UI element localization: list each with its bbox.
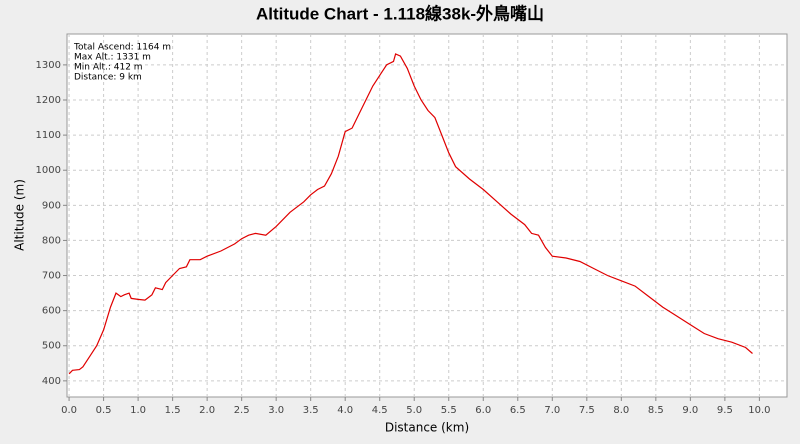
y-tick-label: 500 (42, 341, 61, 352)
y-tick-label: 800 (42, 235, 61, 246)
y-tick-label: 1100 (36, 130, 61, 141)
x-tick-label: 2.0 (199, 405, 215, 416)
annotation: Total Ascend: 1164 m (73, 43, 171, 53)
x-tick-label: 1.5 (165, 405, 181, 416)
x-tick-label: 5.0 (406, 405, 422, 416)
x-tick-label: 6.5 (510, 405, 526, 416)
x-tick-label: 7.5 (579, 405, 595, 416)
y-tick-label: 600 (42, 306, 61, 317)
x-tick-label: 8.0 (613, 405, 629, 416)
x-tick-label: 6.0 (475, 405, 491, 416)
x-tick-label: 9.5 (717, 405, 733, 416)
y-axis-label: Altitude (m) (13, 179, 27, 251)
annotation: Max Alt.: 1331 m (74, 53, 151, 63)
x-tick-label: 2.5 (234, 405, 250, 416)
y-tick-label: 900 (42, 200, 61, 211)
annotation: Min Alt.: 412 m (74, 63, 143, 73)
chart-title: Altitude Chart - 1.118線38k-外鳥嘴山 (256, 3, 544, 23)
x-tick-label: 4.0 (337, 405, 353, 416)
x-tick-label: 1.0 (130, 405, 146, 416)
x-tick-label: 3.5 (303, 405, 319, 416)
y-tick-label: 400 (42, 376, 61, 387)
y-tick-label: 1200 (36, 95, 61, 106)
x-tick-label: 3.0 (268, 405, 284, 416)
altitude-line (68, 53, 753, 375)
x-tick-label: 7.0 (544, 405, 560, 416)
plot-area (66, 33, 788, 398)
x-tick-label: 9.0 (682, 405, 698, 416)
x-tick-label: 4.5 (372, 405, 388, 416)
x-tick-label: 8.5 (648, 405, 664, 416)
y-tick-label: 700 (42, 271, 61, 282)
annotation: Distance: 9 km (74, 73, 142, 83)
x-axis-label: Distance (km) (385, 421, 469, 435)
x-tick-label: 0.5 (96, 405, 112, 416)
x-tick-label: 5.5 (441, 405, 457, 416)
x-tick-label: 10.0 (748, 405, 770, 416)
y-tick-label: 1000 (36, 165, 61, 176)
y-tick-label: 1300 (36, 60, 61, 71)
x-tick-label: 0.0 (61, 405, 77, 416)
